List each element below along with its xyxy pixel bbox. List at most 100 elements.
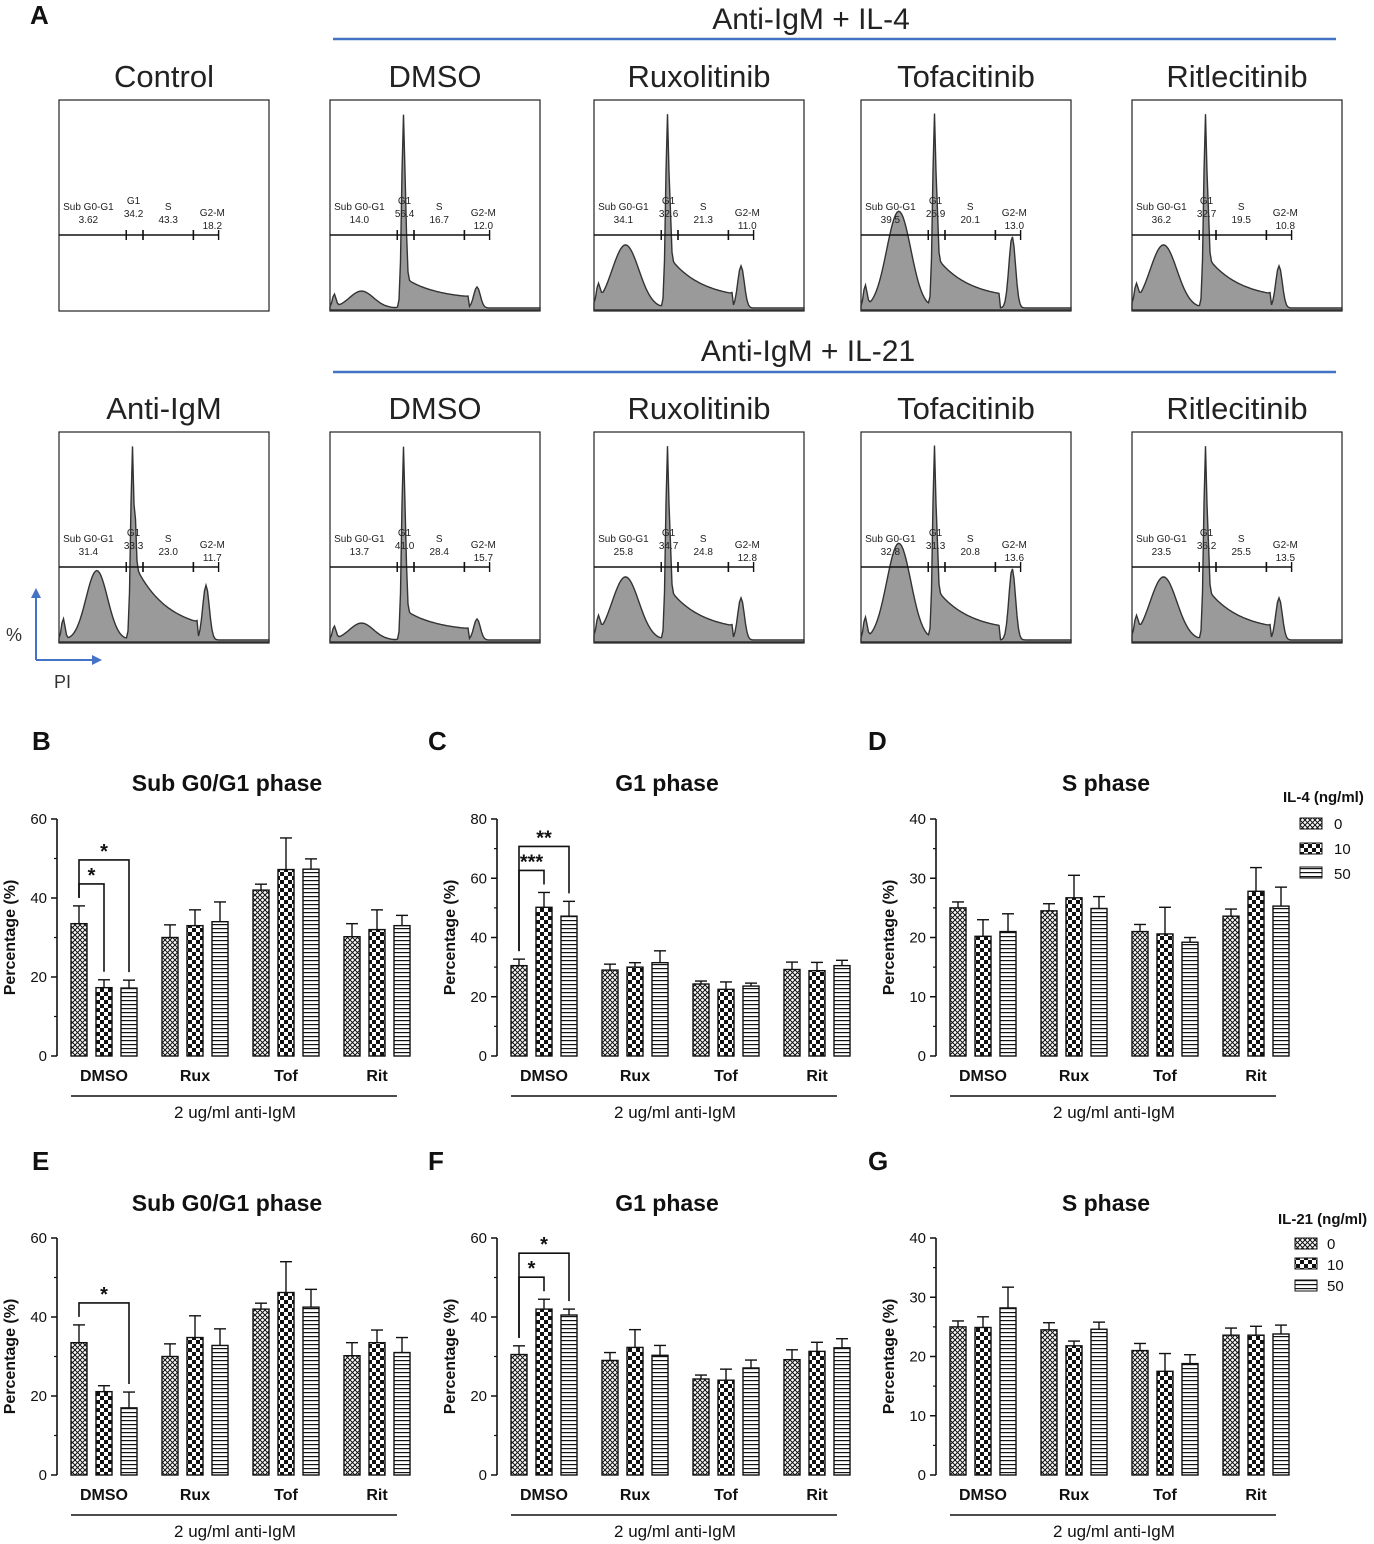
condition-title: Control xyxy=(114,59,214,94)
category-label: Rit xyxy=(1245,1487,1267,1504)
gate-name: Sub G0-G1 xyxy=(865,202,916,213)
significance-bracket xyxy=(78,859,130,973)
histogram-panel: Tofacitinib Sub G0-G1 39.5 G1 25.9 S 20.1 G2-M 1… xyxy=(860,59,1072,312)
legend-swatch-0 xyxy=(1294,1237,1318,1250)
histogram-frame xyxy=(329,99,541,312)
bar xyxy=(211,1344,229,1476)
chart-title: Sub G0/G1 phase xyxy=(132,1190,322,1216)
bar xyxy=(742,1367,760,1476)
gate-value: 11.7 xyxy=(203,553,222,564)
bar xyxy=(510,1353,528,1476)
category-label: Rux xyxy=(620,1068,650,1085)
y-tick-label: 0 xyxy=(479,1048,487,1065)
x-axis-label: 2 ug/ml anti-IgM xyxy=(174,1522,296,1541)
gate-value: 18.2 xyxy=(203,221,223,232)
histogram-curve xyxy=(860,445,1072,643)
gate-value: 34.2 xyxy=(124,209,144,220)
bar xyxy=(120,987,138,1057)
gate-name: Sub G0-G1 xyxy=(865,534,916,545)
gate-value: 36.2 xyxy=(1197,541,1217,552)
gate-value: 43.3 xyxy=(158,215,178,226)
y-axis-label: Percentage (%) xyxy=(442,880,459,996)
y-tick-label: 10 xyxy=(909,1408,926,1425)
legend-swatch-50 xyxy=(1294,1279,1318,1292)
histogram-panel: DMSO Sub G0-G1 14.0 G1 56.4 S 16.7 G2-M 12.0 xyxy=(329,59,541,312)
gate-value: 23.0 xyxy=(158,547,178,558)
legend-item-10: 10 xyxy=(1327,1257,1344,1274)
bar xyxy=(1222,915,1240,1057)
gate-name: G1 xyxy=(398,528,412,539)
legend-title-il21: IL-21 (ng/ml) xyxy=(1278,1211,1367,1228)
gate-name: G2-M xyxy=(735,540,760,551)
y-tick-label: 20 xyxy=(909,930,926,947)
bar xyxy=(186,1336,204,1476)
legend-swatch-10 xyxy=(1299,842,1323,855)
significance-label: * xyxy=(540,1234,548,1256)
category-label: Rux xyxy=(180,1487,210,1504)
y-axis-label: Percentage (%) xyxy=(2,880,19,996)
gate-name: S xyxy=(436,534,443,545)
gate-value: 24.8 xyxy=(693,547,713,558)
gate-value: 28.4 xyxy=(429,547,449,558)
gate-value: 12.8 xyxy=(738,553,758,564)
gate-value: 13.5 xyxy=(1276,553,1296,564)
y-axis-label: Percentage (%) xyxy=(2,1299,19,1415)
y-tick-label: 60 xyxy=(470,870,487,887)
category-label: Rit xyxy=(1245,1068,1267,1085)
bar xyxy=(1247,1334,1265,1476)
y-tick-label: 60 xyxy=(470,1230,487,1247)
chart-panel-b: B Sub G0/G1 phase 0 20 40 60 Percentage (%) DMS… xyxy=(2,726,411,1122)
category-label: DMSO xyxy=(80,1068,128,1085)
gate-name: S xyxy=(1238,202,1245,213)
gate-name: G2-M xyxy=(471,540,496,551)
gate-value: 33.3 xyxy=(124,541,144,552)
bar xyxy=(186,924,204,1057)
legend-item-0: 0 xyxy=(1327,1236,1335,1253)
gate-value: 32.8 xyxy=(881,547,901,558)
chart-panel-e: E Sub G0/G1 phase 0 20 40 60 Percentage (%) DMS… xyxy=(2,1146,411,1541)
legend-item-50: 50 xyxy=(1327,1278,1344,1295)
panel-letter: F xyxy=(428,1146,444,1176)
category-label: Tof xyxy=(1153,1068,1177,1085)
y-arrow-head-icon xyxy=(31,588,41,598)
condition-title: Ruxolitinib xyxy=(627,59,770,94)
gate-value: 32.7 xyxy=(1197,209,1217,220)
significance-label: *** xyxy=(520,851,544,873)
gate-name: Sub G0-G1 xyxy=(598,534,649,545)
legend-swatch-10 xyxy=(1294,1257,1318,1270)
gate-name: G2-M xyxy=(471,208,496,219)
bar xyxy=(742,985,760,1057)
category-label: Rit xyxy=(366,1487,388,1504)
y-tick-label: 40 xyxy=(30,1309,47,1326)
y-tick-label: 60 xyxy=(30,811,47,828)
bar xyxy=(1065,897,1083,1057)
chart-panel-d: D S phase 0 10 20 30 40 Percentage (%) DMSO Rux To… xyxy=(868,726,1290,1122)
bar xyxy=(949,907,967,1057)
gate-name: Sub G0-G1 xyxy=(598,202,649,213)
bar xyxy=(302,1306,320,1476)
bar xyxy=(161,936,179,1057)
x-axis-label: 2 ug/ml anti-IgM xyxy=(1053,1522,1175,1541)
category-label: Rit xyxy=(806,1068,828,1085)
gate-name: Sub G0-G1 xyxy=(1136,534,1187,545)
condition-title: Ritlecitinib xyxy=(1166,59,1307,94)
bar xyxy=(949,1326,967,1476)
gate-value: 34.7 xyxy=(659,541,679,552)
bar xyxy=(833,1347,851,1476)
bar xyxy=(783,968,801,1057)
condition-title: Tofacitinib xyxy=(897,59,1035,94)
gate-value: 23.5 xyxy=(1152,547,1172,558)
bar xyxy=(252,1308,270,1476)
y-tick-label: 40 xyxy=(470,930,487,947)
legend-il4: IL-4 (ng/ml) 0 10 50 xyxy=(1283,789,1364,883)
gate-name: G1 xyxy=(1200,196,1214,207)
gate-name: S xyxy=(165,202,172,213)
y-tick-label: 40 xyxy=(470,1309,487,1326)
gate-value: 34.1 xyxy=(614,215,634,226)
gate-name: G2-M xyxy=(200,540,225,551)
category-label: Rux xyxy=(620,1487,650,1504)
significance-label: * xyxy=(528,1258,536,1280)
bar xyxy=(393,1351,411,1476)
chart-panel-f: F G1 phase 0 20 40 60 Percentage (%) DMSO Rux Tof… xyxy=(428,1146,851,1541)
bar xyxy=(95,986,113,1057)
